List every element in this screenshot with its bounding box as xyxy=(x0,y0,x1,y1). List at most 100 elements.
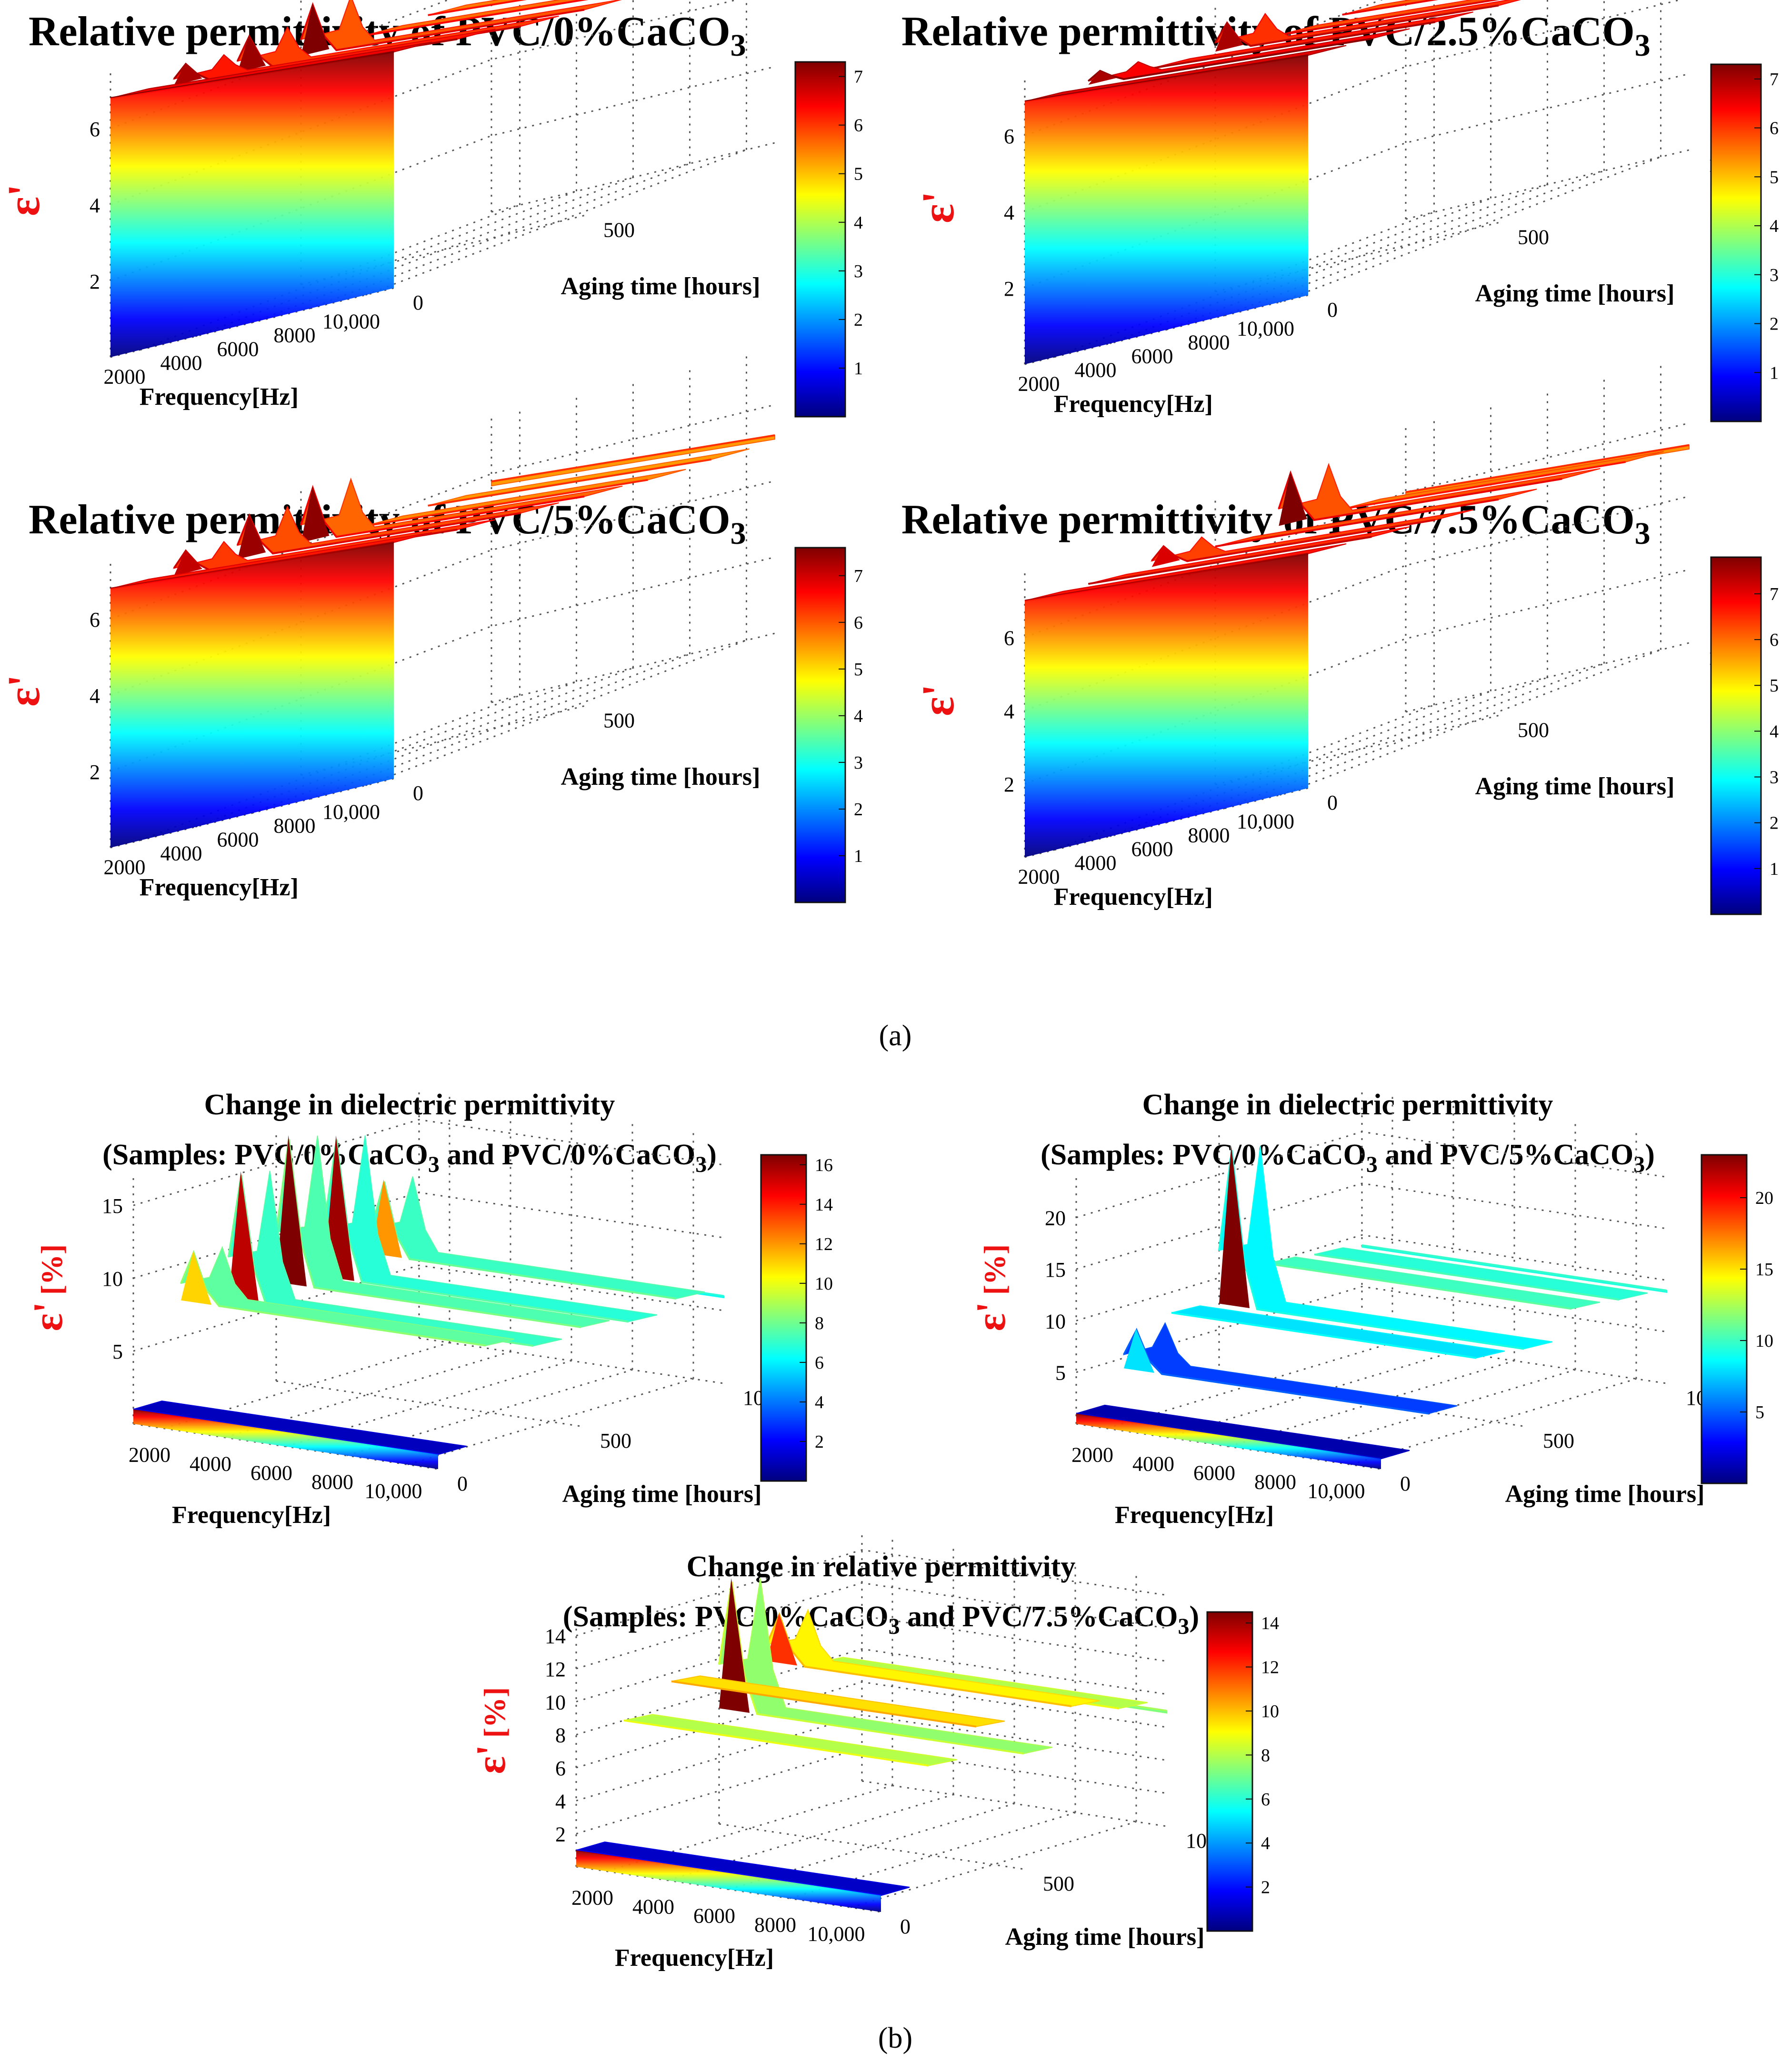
colorbar: 1 2 3 4 5 6 7 xyxy=(794,547,863,903)
x-tick-label: 10,000 xyxy=(1308,1480,1365,1503)
ridge-crest xyxy=(623,1719,929,1767)
z-tick-label: 6 xyxy=(90,608,100,631)
jet-colorbar-icon xyxy=(794,61,846,418)
surface-peak xyxy=(1215,22,1244,52)
z-tick-label: 8 xyxy=(555,1724,566,1747)
colorbar-tick-label: 3 xyxy=(854,261,863,281)
z-axis-label-text: ε' xyxy=(912,684,963,716)
colorbar-tick-label: 14 xyxy=(815,1195,833,1215)
colorbar-tick-label: 4 xyxy=(1261,1833,1270,1853)
y-axis-label: Aging time [hours] xyxy=(562,1481,762,1508)
z-tick-label: 5 xyxy=(112,1340,123,1363)
chart-subtitle: (Samples: PVC/0%CaCO3 and PVC/5%CaCO3) xyxy=(1041,1139,1655,1177)
grid-line xyxy=(1215,222,1499,292)
axes: 200040006000800010,00005001000246Frequen… xyxy=(0,608,836,901)
colorbar: 2 4 6 8 10 12 14 16 xyxy=(760,1154,833,1482)
chart-title: Change in dielectric permittivity xyxy=(1142,1089,1553,1121)
chart-b3: Change in relative permittivity (Samples:… xyxy=(468,1533,1279,1972)
surface-front-face xyxy=(1025,55,1308,364)
x-axis-label: Frequency[Hz] xyxy=(140,874,299,901)
axes: 200040006000800010,00005001000246Frequen… xyxy=(912,125,1750,418)
grid-line xyxy=(576,1615,1167,1702)
surface-peak xyxy=(276,1135,307,1287)
grid-line xyxy=(1215,715,1499,785)
grid-line xyxy=(1076,1131,1667,1219)
z-axis-label: ε' xyxy=(0,674,49,707)
caption-b: (b) xyxy=(878,2022,912,2054)
z-axis-label-text: ε' [%] xyxy=(968,1244,1014,1331)
ridge-crest xyxy=(428,0,527,16)
x-tick-label: 4000 xyxy=(1132,1452,1174,1476)
z-axis-label: ε' xyxy=(912,191,963,223)
surface-ridge xyxy=(1076,1404,1410,1460)
chart-subtitle: (Samples: PVC/0%CaCO3 and PVC/0%CaCO3) xyxy=(102,1139,717,1177)
colorbar-tick-label: 7 xyxy=(1770,70,1779,90)
x-tick-label: 2000 xyxy=(1018,372,1060,396)
y-tick-label: 0 xyxy=(1327,791,1338,814)
grid-line xyxy=(1405,149,1690,220)
colorbar-tick-label: 2 xyxy=(1770,314,1779,334)
grid-line xyxy=(850,1821,1137,1908)
x-tick-label: 8000 xyxy=(274,814,316,838)
grid-line xyxy=(110,480,775,696)
z-axis-label: ε' [%] xyxy=(25,1244,71,1331)
z-tick-label: 10 xyxy=(545,1691,566,1714)
caption-a: (a) xyxy=(879,1020,912,1052)
grid-line xyxy=(491,632,775,703)
surface xyxy=(110,434,775,848)
z-tick-label: 6 xyxy=(1004,125,1014,148)
z-axis-label: ε' xyxy=(912,684,963,716)
ridge-crest xyxy=(1279,0,1500,36)
colorbar: 1 2 3 4 5 6 7 xyxy=(1710,556,1779,915)
z-axis-label-text: ε' [%] xyxy=(25,1244,71,1331)
ridge-crest xyxy=(300,2,585,51)
jet-colorbar-icon xyxy=(1206,1611,1253,1932)
grid-line xyxy=(110,0,739,206)
grid-line xyxy=(133,1264,724,1352)
x-tick-label: 6000 xyxy=(250,1461,292,1485)
x-tick-label: 2000 xyxy=(104,856,146,879)
colorbar-tick-label: 1 xyxy=(854,846,863,866)
z-tick-label: 2 xyxy=(90,270,100,293)
axes: 200040006000800010,0000500100051015Frequ… xyxy=(25,1194,785,1529)
surface-peak xyxy=(237,35,266,73)
colorbar-tick-label: 8 xyxy=(1261,1745,1270,1765)
x-axis-label: Frequency[Hz] xyxy=(140,383,299,410)
x-tick-label: 4000 xyxy=(190,1452,231,1476)
jet-colorbar-icon xyxy=(760,1154,807,1482)
colorbar-tick-label: 7 xyxy=(1770,584,1779,604)
colorbar-tick-label: 4 xyxy=(1770,721,1779,741)
colorbar-tick-label: 1 xyxy=(854,359,863,379)
surface-peak xyxy=(719,1578,750,1713)
x-tick-label: 4000 xyxy=(1075,359,1117,382)
x-tick-label: 10,000 xyxy=(1237,317,1294,340)
colorbar-tick-label: 1 xyxy=(1770,859,1779,879)
axes: 200040006000800010,000050010005101520Fre… xyxy=(968,1207,1728,1529)
z-tick-label: 2 xyxy=(555,1823,566,1846)
ridge-crest xyxy=(1342,461,1626,510)
z-label-symbol: ε xyxy=(0,197,49,216)
z-label-prime: ' xyxy=(968,1301,1014,1313)
y-axis-label: Aging time [hours] xyxy=(1005,1923,1205,1951)
grid-line xyxy=(419,1337,724,1384)
colorbar-tick-label: 4 xyxy=(854,213,863,233)
ridge-crest xyxy=(236,512,521,555)
z-tick-label: 10 xyxy=(102,1267,123,1291)
y-axis-label: Aging time [hours] xyxy=(1505,1481,1705,1508)
ridge-crest xyxy=(671,1680,977,1728)
z-tick-label: 6 xyxy=(555,1757,566,1780)
ridge-crest xyxy=(275,1139,581,1328)
y-tick-label: 0 xyxy=(1400,1472,1411,1495)
chart-a1: Relative permittivity of PVC/0%CaCO32000… xyxy=(0,0,863,418)
x-tick-label: 2000 xyxy=(1018,865,1060,889)
surface xyxy=(1024,444,1690,857)
x-tick-label: 6000 xyxy=(217,338,259,361)
grid-line xyxy=(110,556,775,772)
ridge-crest xyxy=(1215,498,1499,548)
colorbar-tick-label: 14 xyxy=(1261,1613,1279,1633)
grid-line xyxy=(576,1582,1167,1670)
surface-peak xyxy=(301,486,330,543)
grid-line xyxy=(576,1681,1167,1769)
y-tick-label: 500 xyxy=(603,709,635,732)
ridge-crest xyxy=(1151,519,1435,562)
